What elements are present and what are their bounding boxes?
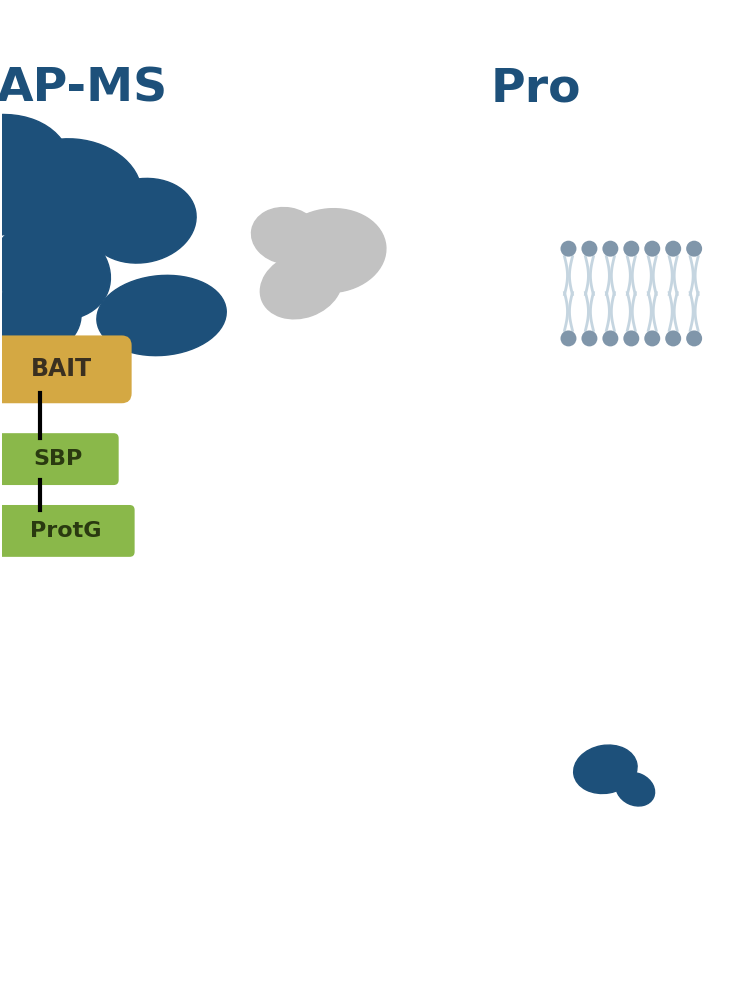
Text: SBP: SBP <box>33 449 82 469</box>
Text: BAIT: BAIT <box>32 357 92 381</box>
Circle shape <box>665 330 681 346</box>
Circle shape <box>560 330 577 346</box>
Ellipse shape <box>574 745 637 794</box>
Circle shape <box>644 330 660 346</box>
Circle shape <box>581 330 598 346</box>
Circle shape <box>602 241 618 257</box>
Text: ProtG: ProtG <box>30 521 101 541</box>
Text: Pro: Pro <box>490 66 581 111</box>
Ellipse shape <box>97 275 226 356</box>
FancyBboxPatch shape <box>0 433 118 485</box>
Ellipse shape <box>260 252 342 319</box>
Circle shape <box>623 241 639 257</box>
Circle shape <box>581 241 598 257</box>
Ellipse shape <box>251 208 321 264</box>
Circle shape <box>602 330 618 346</box>
FancyBboxPatch shape <box>0 335 132 403</box>
Circle shape <box>644 241 660 257</box>
Text: AP-MS: AP-MS <box>0 66 168 111</box>
Circle shape <box>665 241 681 257</box>
Ellipse shape <box>0 282 81 359</box>
Ellipse shape <box>2 139 142 243</box>
Ellipse shape <box>0 114 70 237</box>
FancyBboxPatch shape <box>0 505 134 557</box>
Ellipse shape <box>616 772 655 806</box>
Circle shape <box>686 241 702 257</box>
Circle shape <box>686 330 702 346</box>
Circle shape <box>560 241 577 257</box>
Ellipse shape <box>276 209 386 293</box>
Ellipse shape <box>87 178 196 263</box>
Ellipse shape <box>0 221 110 320</box>
Circle shape <box>623 330 639 346</box>
